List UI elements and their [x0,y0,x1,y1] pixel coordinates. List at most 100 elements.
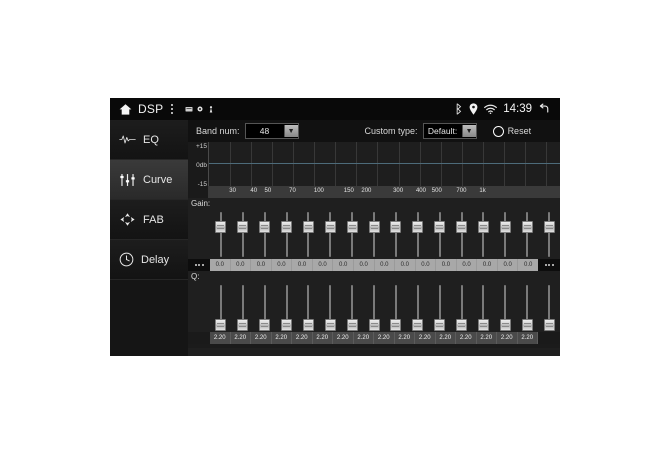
gain-slider-handle[interactable] [499,220,511,233]
q-slider[interactable] [276,283,298,332]
gain-slider-handle[interactable] [521,220,533,233]
gain-slider-handle[interactable] [456,220,468,233]
gain-slider[interactable] [341,210,363,259]
gain-slider-handle[interactable] [302,220,314,233]
q-slider-handle[interactable] [302,318,314,331]
gain-slider-handle[interactable] [259,220,271,233]
radio-circle-icon[interactable] [492,125,504,137]
gain-slider-handle[interactable] [412,220,424,233]
gain-value[interactable]: 0.0 [333,259,354,271]
q-slider[interactable] [494,283,516,332]
q-slider[interactable] [232,283,254,332]
chevron-down-icon[interactable]: ▼ [461,125,476,137]
q-slider-handle[interactable] [477,318,489,331]
gain-slider[interactable] [232,210,254,259]
gain-value[interactable]: 0.0 [375,259,396,271]
gain-slider-handle[interactable] [324,220,336,233]
gain-value[interactable]: 0.0 [272,259,293,271]
q-slider[interactable] [516,283,538,332]
q-slider[interactable] [319,283,341,332]
q-value[interactable]: 2.20 [231,332,251,344]
gain-slider[interactable] [538,210,560,259]
q-slider[interactable] [473,283,495,332]
gain-value[interactable]: 0.0 [210,259,231,271]
q-slider-handle[interactable] [521,318,533,331]
q-slider[interactable] [254,283,276,332]
gain-slider[interactable] [298,210,320,259]
sidebar-item-eq[interactable]: EQ [110,120,188,160]
gain-slider-handle[interactable] [346,220,358,233]
gain-value[interactable]: 0.0 [292,259,313,271]
gain-slider-handle[interactable] [368,220,380,233]
graph-plot-area[interactable] [208,142,560,186]
q-value[interactable]: 2.20 [374,332,395,344]
q-slider[interactable] [363,283,385,332]
q-slider-handle[interactable] [434,318,446,331]
q-value[interactable]: 2.20 [436,332,456,344]
q-value[interactable]: 2.20 [477,332,497,344]
q-value[interactable]: 2.20 [251,332,272,344]
gain-slider[interactable] [385,210,407,259]
custom-type-dropdown[interactable]: Default: ▼ [422,123,477,139]
gain-slider[interactable] [210,210,232,259]
q-slider-handle[interactable] [456,318,468,331]
gain-value[interactable]: 0.0 [313,259,334,271]
gain-slider-area[interactable] [188,210,560,259]
q-slider[interactable] [385,283,407,332]
gain-value[interactable]: 0.0 [395,259,416,271]
q-value[interactable]: 2.20 [518,332,538,344]
q-slider-handle[interactable] [324,318,336,331]
q-slider[interactable] [407,283,429,332]
q-slider[interactable] [538,283,560,332]
q-value[interactable]: 2.20 [415,332,436,344]
home-icon[interactable] [119,103,132,116]
gain-value[interactable]: 0.0 [436,259,457,271]
gain-slider-handle[interactable] [477,220,489,233]
q-slider-handle[interactable] [543,318,555,331]
gain-slider[interactable] [429,210,451,259]
q-value[interactable]: 2.20 [456,332,477,344]
q-value[interactable]: 2.20 [354,332,374,344]
gain-slider[interactable] [363,210,385,259]
back-arrow-icon[interactable] [538,103,550,115]
gain-slider[interactable] [254,210,276,259]
q-slider-handle[interactable] [237,318,249,331]
q-value[interactable]: 2.20 [497,332,518,344]
q-value[interactable]: 2.20 [313,332,333,344]
q-value[interactable]: 2.20 [210,332,231,344]
q-value[interactable]: 2.20 [333,332,354,344]
reset-radio[interactable]: Reset [492,125,531,137]
q-slider-handle[interactable] [281,318,293,331]
gain-slider[interactable] [516,210,538,259]
q-slider-handle[interactable] [499,318,511,331]
gain-slider[interactable] [473,210,495,259]
sidebar-item-curve[interactable]: Curve [110,160,188,200]
gain-slider-handle[interactable] [390,220,402,233]
gain-slider[interactable] [451,210,473,259]
overflow-menu-icon[interactable] [169,104,175,114]
q-slider-handle[interactable] [259,318,271,331]
q-slider-handle[interactable] [346,318,358,331]
more-dots-icon-right[interactable] [538,259,560,271]
q-slider[interactable] [210,283,232,332]
q-slider[interactable] [341,283,363,332]
gain-slider-handle[interactable] [434,220,446,233]
gain-value[interactable]: 0.0 [498,259,519,271]
gain-value[interactable]: 0.0 [231,259,252,271]
gain-value[interactable]: 0.0 [524,262,533,268]
gain-slider-handle[interactable] [543,220,555,233]
q-slider[interactable] [298,283,320,332]
q-value[interactable]: 2.20 [272,332,292,344]
gain-slider[interactable] [407,210,429,259]
gain-slider[interactable] [494,210,516,259]
chevron-down-icon[interactable]: ▼ [283,125,298,137]
q-slider-area[interactable] [188,283,560,332]
gain-slider-handle[interactable] [281,220,293,233]
gain-value[interactable]: 0.0 [251,259,272,271]
gain-slider-handle[interactable] [237,220,249,233]
q-slider-handle[interactable] [390,318,402,331]
gain-slider-handle[interactable] [215,220,227,233]
gain-value[interactable]: 0.0 [457,259,478,271]
q-slider[interactable] [429,283,451,332]
gain-value[interactable]: 0.0 [477,259,498,271]
